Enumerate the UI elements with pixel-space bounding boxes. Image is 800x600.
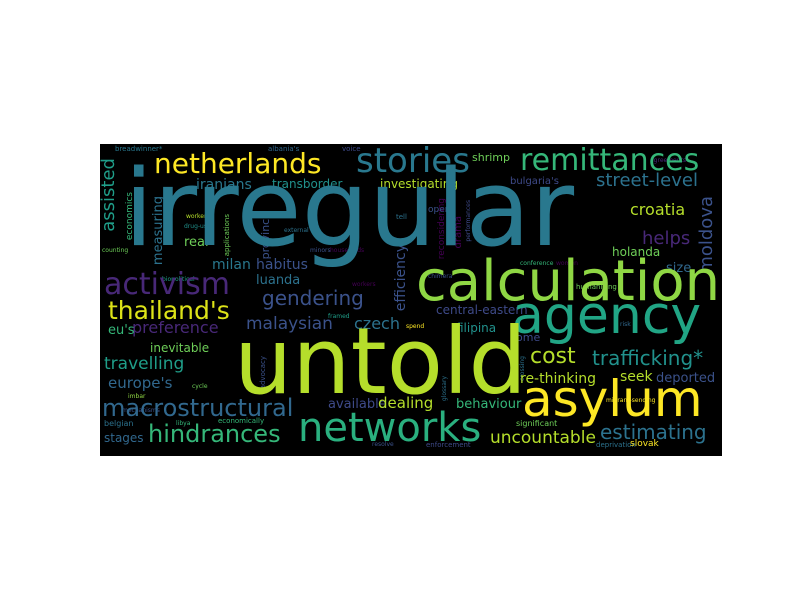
word-deported: deported bbox=[656, 371, 716, 386]
word-migrant-sending: migrant-sending bbox=[606, 397, 656, 404]
word-households: households bbox=[330, 247, 365, 254]
word-filipina: filipina bbox=[456, 321, 497, 335]
word-deprivation: deprivation bbox=[596, 441, 636, 449]
word-thailands: thailand's bbox=[108, 296, 230, 325]
word-biopolitical: biopolitical bbox=[162, 276, 195, 283]
word-croatia: croatia bbox=[630, 200, 686, 219]
word-chimera: chimera bbox=[428, 273, 453, 280]
word-transborder: transborder bbox=[272, 177, 343, 191]
word-milan: milan bbox=[212, 257, 251, 273]
word-counting: counting bbox=[102, 247, 129, 254]
word-networks: networks bbox=[298, 405, 482, 451]
word-holanda: holanda bbox=[612, 245, 661, 259]
word-belgian: belgian bbox=[104, 419, 134, 428]
word-albanias: albania's bbox=[268, 145, 300, 153]
word-asylum: asylum bbox=[522, 370, 703, 428]
word-netherlands: netherlands bbox=[154, 147, 322, 180]
word-imbar: imbar bbox=[128, 393, 146, 400]
word-open: open bbox=[428, 205, 451, 215]
word-framed: framed bbox=[328, 313, 350, 320]
word-preference: preference bbox=[132, 318, 219, 337]
word-stages: stages bbox=[104, 431, 144, 445]
word-assisted: assisted bbox=[100, 158, 119, 232]
word-shrimp: shrimp bbox=[472, 151, 510, 164]
word-women: women bbox=[556, 260, 578, 267]
word-irregular: irregular bbox=[124, 147, 575, 270]
word-czech: czech bbox=[354, 314, 400, 333]
word-mechanisms: mechanisms bbox=[122, 407, 160, 414]
word-worker: worker bbox=[186, 213, 207, 220]
word-available: available bbox=[328, 397, 387, 412]
word-investigating: investigating bbox=[380, 177, 458, 191]
word-risk: risk bbox=[620, 321, 631, 328]
word-travelling: travelling bbox=[104, 354, 185, 374]
word-iranians: iranians bbox=[196, 177, 252, 193]
word-gendering: gendering bbox=[262, 286, 364, 310]
word-eus: eu's bbox=[108, 323, 135, 338]
word-luanda: luanda bbox=[256, 273, 301, 288]
word-resolve: resolve bbox=[372, 441, 394, 448]
word-spend: spend bbox=[406, 323, 425, 330]
word-malaysian: malaysian bbox=[246, 314, 333, 334]
word-voice: voice bbox=[342, 145, 361, 153]
word-tell: tell bbox=[396, 213, 407, 221]
word-hindrances: hindrances bbox=[148, 420, 281, 448]
word-workers: workers bbox=[352, 281, 376, 288]
word-agreements: agreements bbox=[650, 157, 687, 164]
word-habitus: habitus bbox=[256, 257, 308, 273]
word-bulgarias: bulgaria's bbox=[510, 176, 559, 187]
word-activism: activism bbox=[104, 267, 230, 302]
word-calculation: calculation bbox=[416, 249, 721, 314]
word-europes: europe's bbox=[108, 374, 173, 392]
word-stories: stories bbox=[356, 144, 470, 181]
word-humanising: humanising bbox=[576, 283, 617, 291]
word-macrostructural: macrostructural bbox=[102, 394, 294, 422]
word-re-thinking: re-thinking bbox=[520, 371, 596, 387]
word-trafficking: trafficking* bbox=[592, 346, 704, 370]
word-inevitable: inevitable bbox=[150, 341, 210, 355]
word-estimating: estimating bbox=[600, 420, 707, 444]
word-dealing: dealing bbox=[378, 394, 434, 412]
word-breadwinner: breadwinner* bbox=[115, 145, 163, 153]
word-uncountable: uncountable bbox=[490, 428, 596, 448]
word-cycle: cycle bbox=[192, 383, 208, 390]
word-enforcement: enforcement bbox=[426, 441, 471, 449]
word-economically: economically bbox=[218, 417, 265, 425]
word-size: size bbox=[666, 261, 692, 276]
word-untold: untold bbox=[234, 308, 527, 415]
word-minors: minors bbox=[310, 247, 331, 254]
word-remittances: remittances bbox=[520, 144, 700, 178]
word-slovak: slovak bbox=[630, 439, 659, 449]
word-drug-use: drug-use bbox=[184, 223, 211, 230]
word-helps: helps bbox=[642, 228, 691, 249]
word-seek: seek bbox=[620, 369, 653, 385]
word-cloud: breadwinner* albania's voice economics c… bbox=[100, 144, 722, 456]
word-external: external bbox=[284, 227, 309, 234]
word-agency: agency bbox=[512, 286, 702, 346]
word-libya: libya bbox=[176, 420, 191, 427]
word-central-eastern: central-eastern bbox=[436, 303, 528, 317]
word-cost: cost bbox=[530, 344, 576, 369]
word-significant: significant bbox=[516, 419, 558, 428]
word-conference: conference bbox=[520, 260, 554, 267]
word-real: real bbox=[184, 235, 209, 250]
word-street-level: street-level bbox=[596, 170, 698, 191]
word-behaviour: behaviour bbox=[456, 397, 522, 412]
word-come: come bbox=[510, 331, 541, 344]
